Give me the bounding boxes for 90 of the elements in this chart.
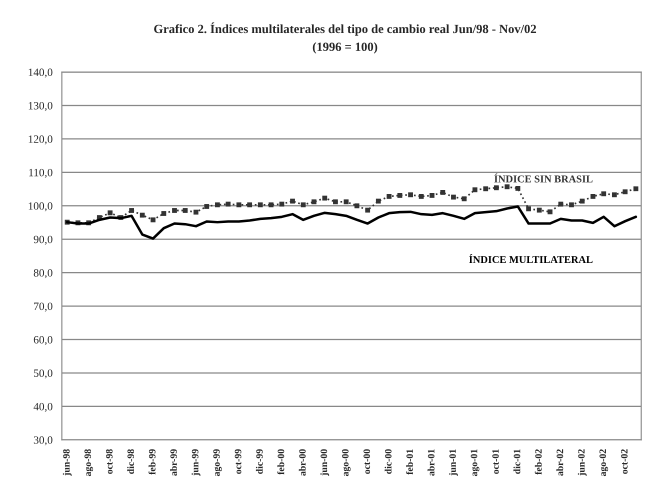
chart-subtitle: (1996 = 100): [312, 42, 378, 54]
x-tick-label: oct-98: [106, 449, 113, 474]
point: [622, 189, 628, 194]
point: [312, 199, 316, 204]
x-tick-label: oct-00: [364, 449, 370, 474]
point: [268, 202, 274, 208]
x-tick-label: dic-00: [384, 449, 392, 474]
y-tick-label: 80,0: [34, 269, 52, 278]
point: [430, 193, 434, 198]
point: [172, 208, 177, 213]
point: [504, 184, 510, 190]
point: [397, 193, 402, 198]
point: [333, 199, 338, 204]
point: [236, 202, 242, 208]
x-tick-label: jun-98: [62, 449, 72, 476]
x-tick-label: jun-01: [449, 449, 458, 476]
text: ÍNDICE MULTILATERAL: [469, 254, 593, 264]
point: [590, 194, 596, 199]
point: [279, 202, 284, 207]
x-tick-label: oct-02: [621, 449, 628, 474]
x-tick-label: jun-02: [578, 449, 587, 476]
chart-title: Grafico 2. Índices multilaterales del tipo de cambio real Jun/98 - Nov/02: [154, 22, 536, 36]
y-tick-label: 120,0: [28, 135, 52, 144]
point: [194, 210, 198, 215]
point: [140, 212, 145, 218]
x-tick-label: abr-00: [298, 449, 306, 476]
x-tick-label: dic-98: [127, 449, 134, 474]
point: [472, 187, 478, 192]
point: [451, 194, 456, 200]
x-tick-label: ago-01: [470, 449, 480, 476]
x-tick-label: abr-01: [428, 449, 434, 476]
point: [182, 208, 188, 213]
x-tick-label: abr-99: [170, 449, 177, 476]
point: [386, 194, 392, 199]
point: [344, 199, 349, 204]
point: [440, 190, 446, 195]
y-tick-label: 50,0: [34, 369, 52, 379]
point: [494, 185, 499, 190]
x-tick-label: feb-99: [148, 449, 156, 475]
x-tick-label: feb-02: [534, 449, 542, 475]
x-tick-label: feb-01: [406, 449, 413, 475]
point: [204, 204, 210, 209]
point: [612, 192, 617, 198]
point: [558, 202, 564, 207]
x-tick-label: oct-99: [234, 449, 242, 474]
point: [483, 186, 488, 192]
y-tick-label: 90,0: [34, 236, 52, 245]
point: [258, 202, 263, 208]
series-label: ÍNDICE SIN BRASIL: [494, 173, 593, 182]
point: [129, 208, 134, 213]
point: [569, 202, 574, 208]
y-tick-label: 70,0: [34, 302, 52, 312]
point: [247, 202, 252, 208]
x-tick-label: dic-01: [513, 449, 520, 474]
x-tick-label: ago-02: [599, 449, 608, 476]
x-tick-label: jun-99: [192, 449, 200, 476]
point: [536, 208, 542, 213]
y-tick-label: 30,0: [34, 436, 52, 446]
y-tick-label: 140,0: [28, 68, 52, 78]
point: [322, 196, 328, 201]
x-tick-label: oct-01: [492, 449, 499, 474]
line-series: [66, 205, 638, 240]
x-tick-label: dic-99: [256, 449, 263, 474]
point: [214, 202, 220, 208]
point: [515, 186, 520, 191]
point: [376, 198, 381, 204]
y-tick-label: 40,0: [34, 402, 52, 412]
x-tick-label: jun-00: [320, 449, 330, 476]
y-tick-label: 60,0: [34, 336, 52, 346]
point: [290, 198, 295, 204]
y-tick-label: 130,0: [28, 102, 52, 112]
y-tick-label: 100,0: [28, 202, 52, 212]
point: [580, 198, 585, 204]
x-tick-label: feb-00: [277, 449, 284, 475]
x-tick-label: ago-98: [84, 449, 94, 476]
x-tick-label: ago-99: [213, 449, 222, 476]
y-tick-label: 110,0: [29, 168, 52, 178]
point: [548, 209, 552, 214]
point: [150, 217, 156, 222]
x-tick-label: abr-02: [556, 449, 564, 476]
point: [226, 202, 231, 207]
point: [418, 194, 424, 199]
point: [526, 206, 532, 212]
point: [408, 192, 413, 198]
x-tick-label: ago-00: [342, 449, 351, 476]
point: [365, 208, 370, 213]
point: [354, 203, 360, 208]
point: [108, 210, 113, 216]
point: [161, 211, 166, 216]
point: [633, 186, 638, 192]
